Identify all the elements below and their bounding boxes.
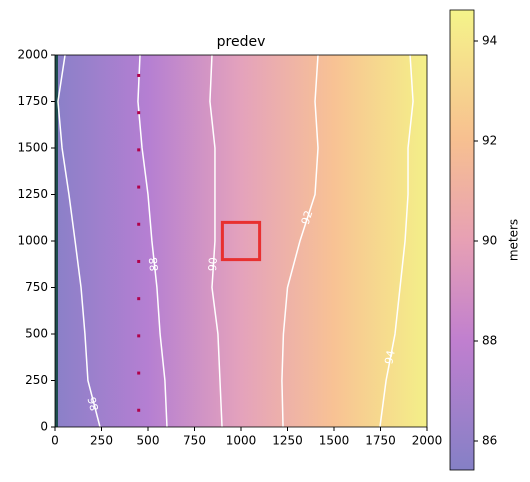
x-tick-label: 250 bbox=[90, 434, 113, 448]
edge-strip bbox=[55, 55, 58, 427]
marker bbox=[137, 185, 141, 189]
marker bbox=[137, 297, 141, 301]
contour-line bbox=[379, 54, 414, 428]
x-tick-label: 1000 bbox=[226, 434, 257, 448]
marker bbox=[137, 334, 141, 338]
marker bbox=[137, 371, 141, 375]
colorbar-tick-label: 86 bbox=[482, 434, 497, 448]
x-tick-label: 1500 bbox=[319, 434, 350, 448]
contour-line bbox=[57, 54, 101, 428]
y-tick-label: 250 bbox=[25, 373, 48, 387]
x-tick-label: 500 bbox=[137, 434, 160, 448]
chart-title: predev bbox=[217, 34, 266, 50]
colorbar-tick-label: 88 bbox=[482, 334, 497, 348]
y-tick-label: 1750 bbox=[17, 94, 48, 108]
contour-label: 94 bbox=[382, 349, 397, 365]
highlight-box bbox=[220, 220, 262, 262]
marker bbox=[137, 222, 141, 226]
contour-line bbox=[137, 54, 168, 428]
y-tick-label: 500 bbox=[25, 327, 48, 341]
x-tick-label: 1250 bbox=[272, 434, 303, 448]
contour-label: 88 bbox=[147, 257, 161, 272]
y-tick-label: 0 bbox=[40, 420, 48, 434]
contour-label: 86 bbox=[85, 395, 101, 412]
colorbar-tick-label: 90 bbox=[482, 234, 497, 248]
colorbar-label: meters bbox=[507, 219, 521, 261]
marker bbox=[137, 73, 141, 77]
y-tick-label: 1500 bbox=[17, 141, 48, 155]
y-tick-label: 1250 bbox=[17, 187, 48, 201]
marker bbox=[137, 148, 141, 152]
colorbar bbox=[449, 9, 475, 471]
contour-line bbox=[209, 54, 223, 428]
marker bbox=[137, 259, 141, 263]
contour-label: 90 bbox=[206, 257, 220, 272]
contour-line bbox=[281, 54, 319, 428]
x-tick-label: 1750 bbox=[365, 434, 396, 448]
colorbar-tick-label: 94 bbox=[482, 34, 497, 48]
contour-label: 92 bbox=[299, 209, 316, 226]
marker bbox=[137, 111, 141, 115]
marker bbox=[137, 408, 141, 412]
y-tick-label: 750 bbox=[25, 280, 48, 294]
x-tick-label: 750 bbox=[183, 434, 206, 448]
x-tick-label: 0 bbox=[51, 434, 59, 448]
field-image bbox=[55, 55, 427, 427]
x-tick-label: 2000 bbox=[412, 434, 443, 448]
y-tick-label: 2000 bbox=[17, 48, 48, 62]
colorbar-tick-label: 92 bbox=[482, 134, 497, 148]
y-tick-label: 1000 bbox=[17, 234, 48, 248]
